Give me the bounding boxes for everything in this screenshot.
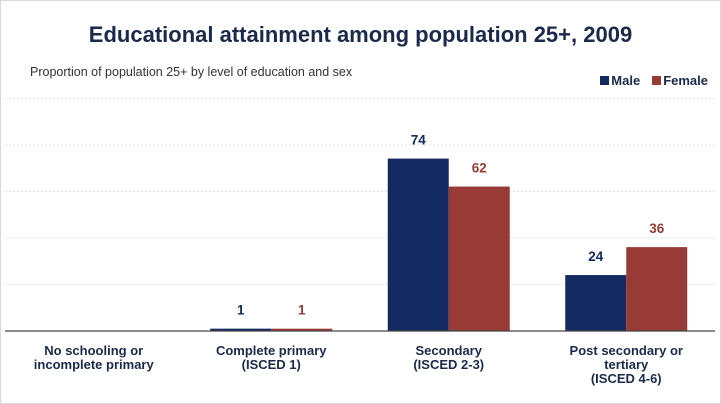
x-tick-label: (ISCED 1) xyxy=(242,357,301,372)
x-tick-label: Post secondary or xyxy=(570,343,683,358)
data-label-male: 74 xyxy=(411,133,427,148)
x-tick-label: tertiary xyxy=(604,357,649,372)
data-label-female: 62 xyxy=(472,161,487,176)
bar-male xyxy=(565,275,627,331)
legend-swatch-male xyxy=(600,76,610,85)
legend-item-female: Female xyxy=(652,73,708,88)
bar-male xyxy=(210,328,272,331)
x-tick-label: (ISCED 2-3) xyxy=(413,357,484,372)
x-tick-label: incomplete primary xyxy=(34,357,155,372)
x-tick-label: Complete primary xyxy=(216,343,327,358)
bar-female xyxy=(271,328,333,331)
legend-swatch-female xyxy=(652,76,662,85)
bar-male xyxy=(387,158,449,331)
legend: Male Female xyxy=(588,73,708,88)
bar-female xyxy=(626,247,688,331)
x-tick-label: No schooling or xyxy=(44,343,143,358)
chart-subtitle: Proportion of population 25+ by level of… xyxy=(30,65,353,79)
legend-label-female: Female xyxy=(663,73,708,88)
data-label-female: 1 xyxy=(298,303,306,318)
data-label-male: 24 xyxy=(588,249,604,264)
data-label-female: 36 xyxy=(649,221,665,236)
legend-label-male: Male xyxy=(611,73,641,88)
x-tick-label: (ISCED 4-6) xyxy=(591,371,662,386)
x-tick-label: Secondary xyxy=(416,343,483,358)
data-label-male: 1 xyxy=(237,303,245,318)
legend-item-male: Male xyxy=(600,73,640,88)
chart-title: Educational attainment among population … xyxy=(88,22,633,47)
bar-female xyxy=(448,186,510,331)
